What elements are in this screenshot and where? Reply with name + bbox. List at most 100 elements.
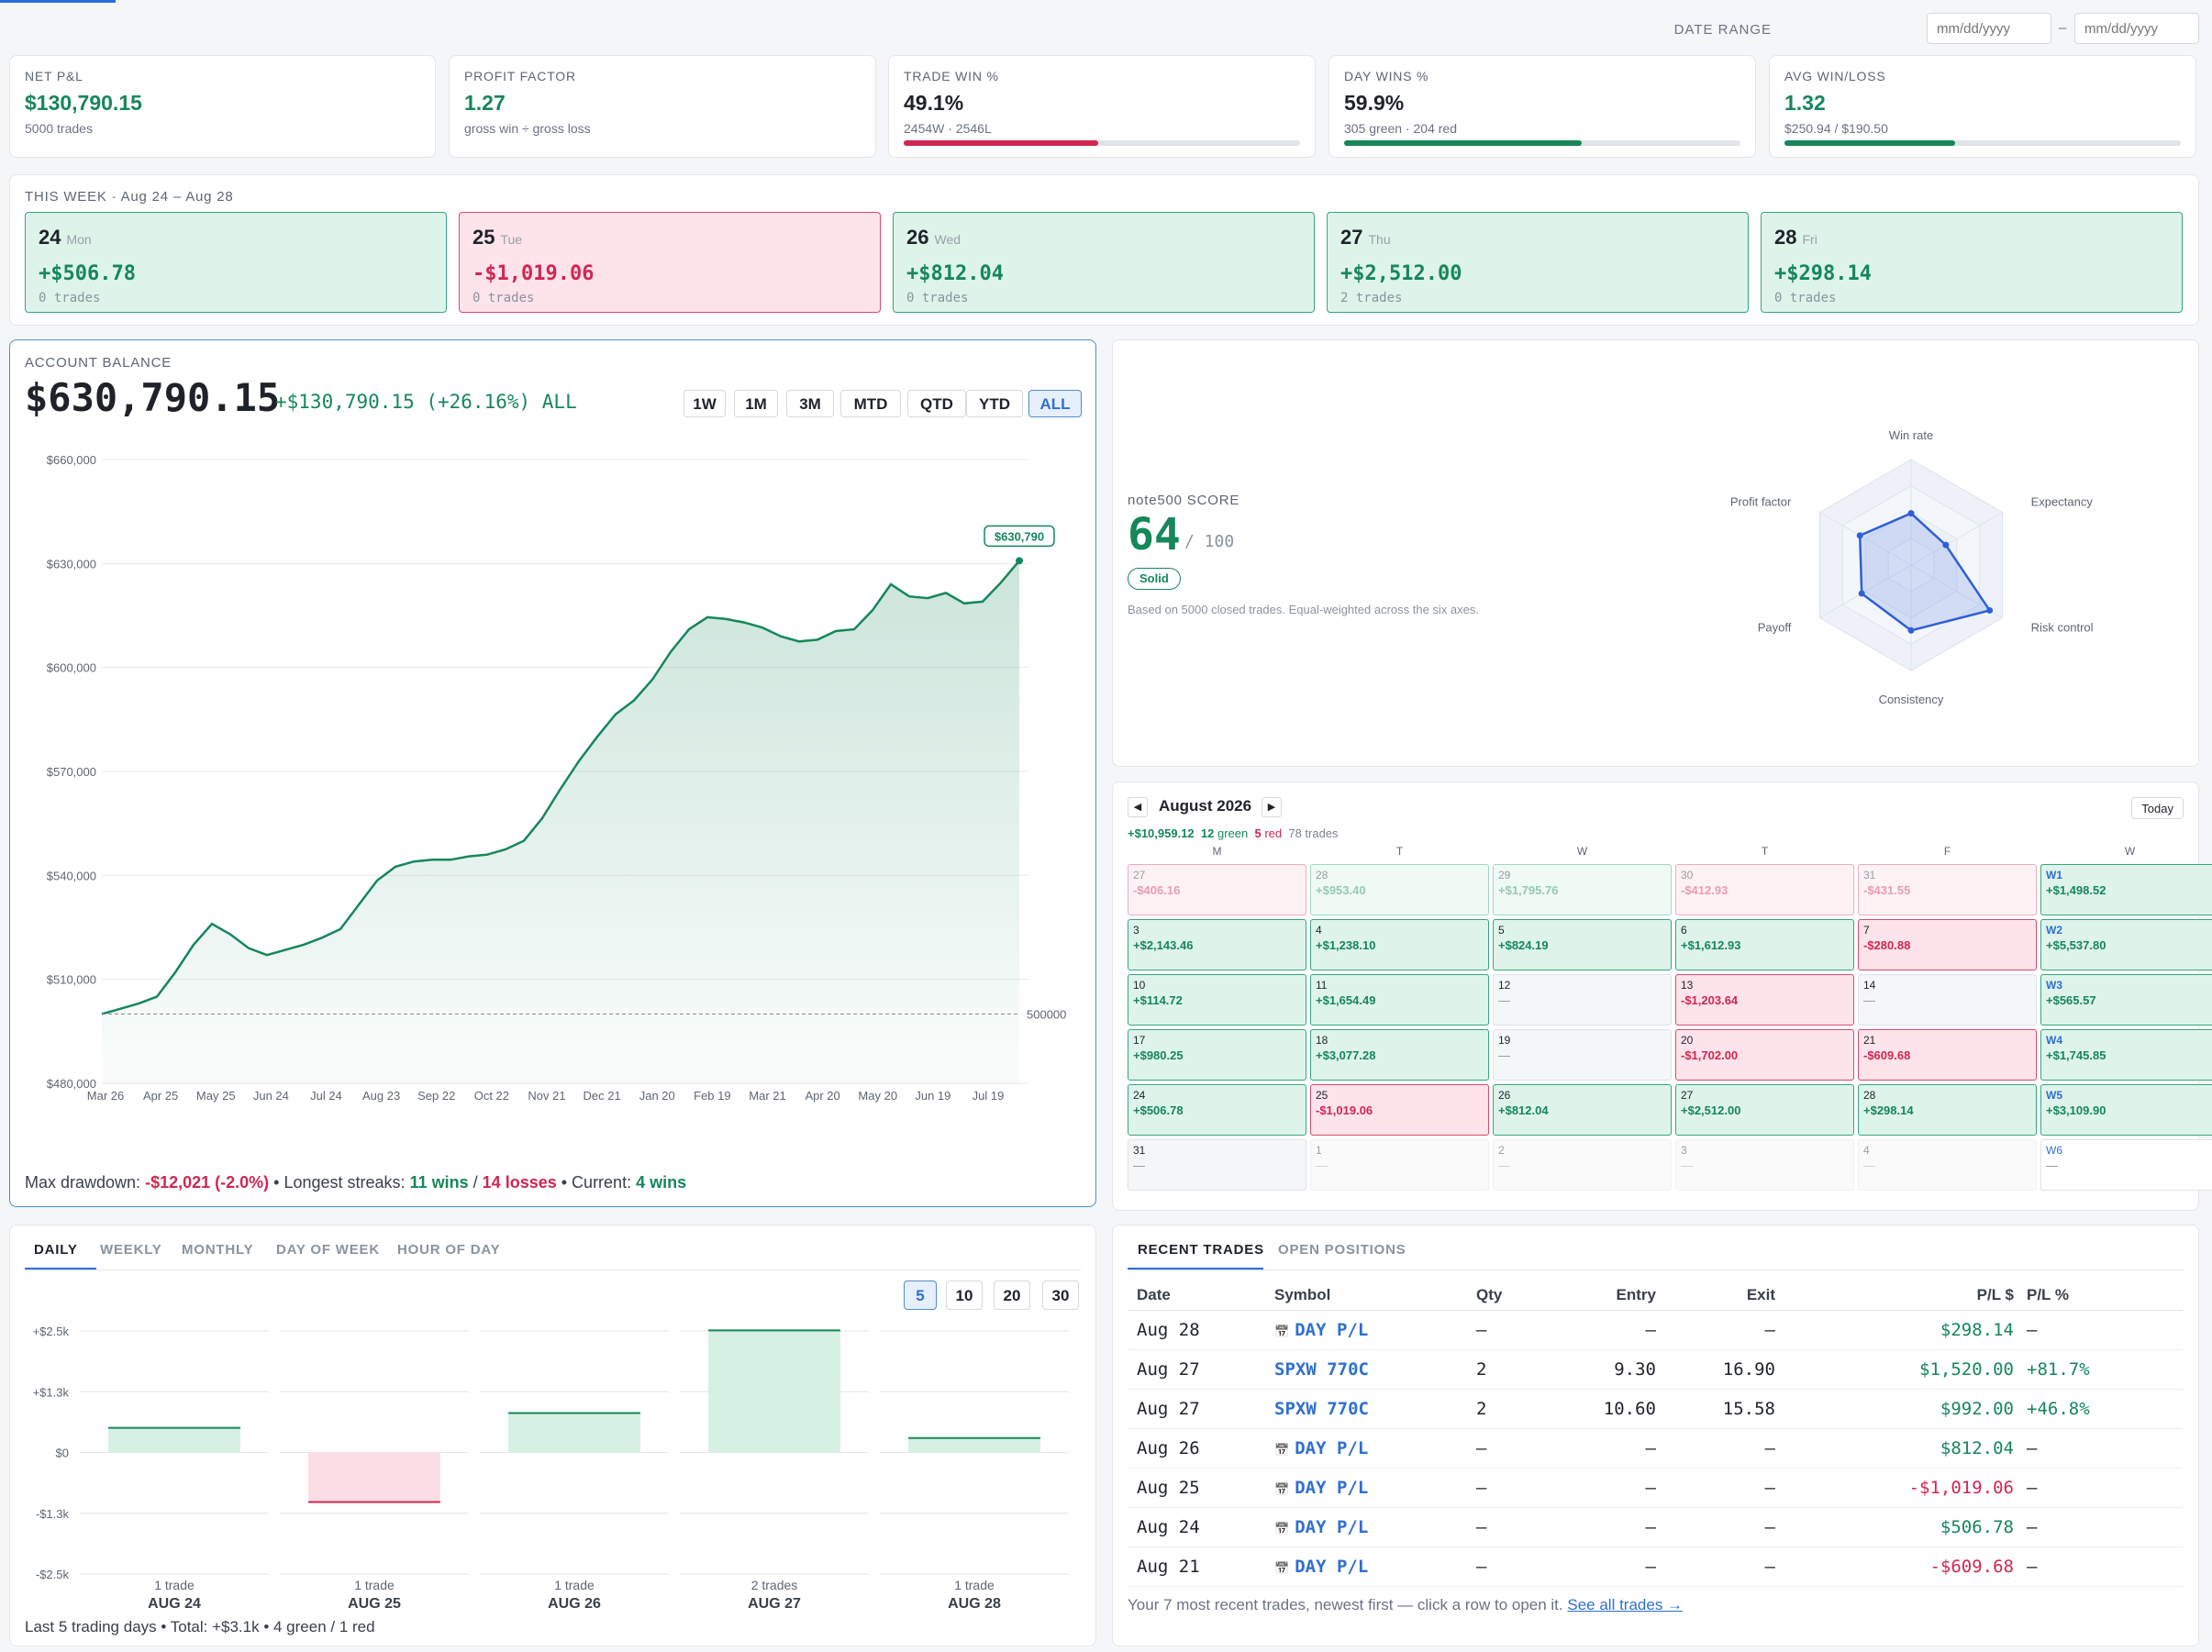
- count-20-button[interactable]: 20: [994, 1281, 1030, 1310]
- count-10-button[interactable]: 10: [946, 1281, 983, 1310]
- day-weekday: Wed: [934, 232, 961, 247]
- range-all-button[interactable]: ALL: [1028, 390, 1082, 417]
- calendar-day-cell[interactable]: 28 +$298.14: [1858, 1084, 2037, 1136]
- calendar-cell-date: 3: [1681, 1144, 1687, 1157]
- count-5-button[interactable]: 5: [904, 1281, 937, 1310]
- tab-open-positions[interactable]: OPEN POSITIONS: [1278, 1242, 1406, 1258]
- trade-row[interactable]: Aug 24 📅 DAY P/L — — — $506.78—: [1128, 1507, 2183, 1547]
- trade-row[interactable]: Aug 27 SPXW 770C 2 10.60 15.58 $992.00 +46.8%: [1128, 1389, 2183, 1429]
- calendar-week-total[interactable]: W3 +$565.57: [2040, 974, 2212, 1026]
- calendar-day-cell[interactable]: 10 +$114.72: [1128, 974, 1306, 1026]
- calendar-day-cell[interactable]: 2—: [1493, 1139, 1672, 1191]
- trade-exit: —: [1669, 1428, 1788, 1469]
- calendar-day-cell[interactable]: 12—: [1493, 974, 1672, 1026]
- calendar-week-total[interactable]: W6 —: [2040, 1139, 2212, 1191]
- range-1m-button[interactable]: 1M: [734, 390, 778, 417]
- see-all-trades-link[interactable]: See all trades →: [1567, 1596, 1684, 1613]
- date-range-start-input[interactable]: [1927, 13, 2051, 44]
- calendar-day-cell[interactable]: 7 -$280.88: [1858, 919, 2037, 970]
- calendar-day-cell[interactable]: 19—: [1493, 1029, 1672, 1081]
- calendar-day-cell[interactable]: 6 +$1,612.93: [1675, 919, 1854, 970]
- calendar-cell-value: -$431.55: [1863, 883, 1911, 897]
- calendar-cell-date: 18: [1316, 1034, 1328, 1047]
- calendar-cell-value: —: [1863, 1159, 1875, 1172]
- calendar-day-cell[interactable]: 25 -$1,019.06: [1310, 1084, 1489, 1136]
- x-tick-label: Feb 19: [694, 1089, 730, 1103]
- calendar-cell-date: 20: [1681, 1034, 1694, 1047]
- tab-active-indicator: [25, 1268, 96, 1269]
- tab-day-of-week[interactable]: DAY OF WEEK: [276, 1242, 380, 1258]
- calendar-day-cell[interactable]: 5 +$824.19: [1493, 919, 1672, 970]
- daily-pnl-bar-chart: +$2.5k +$1.3k $0 -$1.3k -$2.5k 1 trade AUG 24 1…: [33, 1325, 1069, 1612]
- tab-hour-of-day[interactable]: HOUR OF DAY: [397, 1242, 501, 1258]
- calendar-week-total[interactable]: W1 +$1,498.52: [2040, 864, 2212, 915]
- trade-row[interactable]: Aug 21 📅 DAY P/L — — — -$609.68—: [1128, 1547, 2183, 1587]
- calendar-day-cell[interactable]: 4 +$1,238.10: [1310, 919, 1489, 970]
- calendar-today-button[interactable]: Today: [2131, 797, 2184, 819]
- calendar-day-cell[interactable]: 14—: [1858, 974, 2037, 1026]
- calendar-cell-date: 21: [1863, 1034, 1876, 1047]
- calendar-day-cell[interactable]: 27 -$406.16: [1128, 864, 1306, 915]
- trade-exit: —: [1669, 1547, 1788, 1587]
- y-tick-label: $630,000: [47, 557, 96, 571]
- week-day-mon[interactable]: 24 Mon +$506.78 0 trades: [25, 212, 447, 313]
- calendar-prev-button[interactable]: ◀: [1128, 797, 1148, 817]
- kpi-label: DAY WINS %: [1344, 69, 1429, 83]
- calendar-day-cell[interactable]: 3 +$2,143.46: [1128, 919, 1306, 970]
- calendar-day-cell[interactable]: 30 -$412.93: [1675, 864, 1854, 915]
- trade-row[interactable]: Aug 27 SPXW 770C 2 9.30 16.90 $1,520.00 +81.7%: [1128, 1349, 2183, 1390]
- tab-recent-trades[interactable]: RECENT TRADES: [1138, 1242, 1264, 1258]
- bar-category-label: AUG 24: [148, 1596, 201, 1612]
- calendar-cell-value: +$953.40: [1316, 883, 1366, 897]
- calendar-day-cell[interactable]: 26 +$812.04: [1493, 1084, 1672, 1136]
- calendar-day-cell[interactable]: 31 -$431.55: [1858, 864, 2037, 915]
- week-day-tue[interactable]: 25 Tue -$1,019.06 0 trades: [459, 212, 881, 313]
- trade-entry: —: [1550, 1468, 1669, 1508]
- calendar-day-cell[interactable]: 13 -$1,203.64: [1675, 974, 1854, 1026]
- tab-monthly[interactable]: MONTHLY: [182, 1242, 254, 1258]
- range-3m-button[interactable]: 3M: [786, 390, 834, 417]
- calendar-day-cell[interactable]: 21 -$609.68: [1858, 1029, 2037, 1081]
- calendar-cell-date: 29: [1498, 869, 1511, 881]
- calendar-day-cell[interactable]: 28 +$953.40: [1310, 864, 1489, 915]
- bar-trade-count: 1 trade: [554, 1578, 595, 1592]
- range-qtd-button[interactable]: QTD: [907, 390, 966, 417]
- calendar-day-cell[interactable]: 18 +$3,077.28: [1310, 1029, 1489, 1081]
- trade-row[interactable]: Aug 28 📅 DAY P/L — — — $298.14—: [1128, 1310, 2183, 1350]
- calendar-day-cell[interactable]: 11 +$1,654.49: [1310, 974, 1489, 1026]
- calendar-week-total[interactable]: W4 +$1,745.85: [2040, 1029, 2212, 1081]
- calendar-day-cell[interactable]: 29 +$1,795.76: [1493, 864, 1672, 915]
- trade-symbol: 📅 DAY P/L: [1274, 1507, 1476, 1547]
- tab-daily[interactable]: DAILY: [34, 1242, 78, 1258]
- calendar-day-cell[interactable]: 27 +$2,512.00: [1675, 1084, 1854, 1136]
- range-ytd-button[interactable]: YTD: [966, 390, 1023, 417]
- calendar-week-total[interactable]: W5 +$3,109.90: [2040, 1084, 2212, 1136]
- calendar-day-cell[interactable]: 1—: [1310, 1139, 1489, 1191]
- week-day-wed[interactable]: 26 Wed +$812.04 0 trades: [893, 212, 1315, 313]
- range-mtd-button[interactable]: MTD: [840, 390, 901, 417]
- x-tick-label: Jul 19: [973, 1089, 1005, 1103]
- trade-pl: $1,520.00: [1788, 1349, 2027, 1390]
- count-30-button[interactable]: 30: [1042, 1281, 1079, 1310]
- calendar-day-cell[interactable]: 17 +$980.25: [1128, 1029, 1306, 1081]
- calendar-day-cell[interactable]: 3—: [1675, 1139, 1854, 1191]
- tab-weekly[interactable]: WEEKLY: [100, 1242, 162, 1258]
- date-range-end-input[interactable]: [2074, 13, 2199, 44]
- calendar-day-cell[interactable]: 20 -$1,702.00: [1675, 1029, 1854, 1081]
- calendar-day-cell[interactable]: 31 —: [1128, 1139, 1306, 1191]
- week-day-thu[interactable]: 27 Thu +$2,512.00 2 trades: [1327, 212, 1749, 313]
- calendar-cell-date: 3: [1133, 924, 1139, 937]
- calendar-cell-date: 1: [1316, 1144, 1322, 1157]
- calendar-day-cell[interactable]: 4—: [1858, 1139, 2037, 1191]
- range-1w-button[interactable]: 1W: [684, 390, 726, 417]
- calendar-next-button[interactable]: ▶: [1262, 797, 1282, 817]
- calendar-cell-date: W5: [2046, 1089, 2062, 1102]
- col-entry: Entry: [1550, 1281, 1669, 1311]
- score-label: note500 SCORE: [1128, 493, 1240, 508]
- trade-row[interactable]: Aug 26 📅 DAY P/L — — — $812.04—: [1128, 1428, 2183, 1469]
- trade-row[interactable]: Aug 25 📅 DAY P/L — — — -$1,019.06—: [1128, 1468, 2183, 1508]
- calendar-day-cell[interactable]: 24 +$506.78: [1128, 1084, 1306, 1136]
- week-day-fri[interactable]: 28 Fri +$298.14 0 trades: [1761, 212, 2183, 313]
- calendar-week-total[interactable]: W2 +$5,537.80: [2040, 919, 2212, 970]
- trade-symbol-text: SPXW 770C: [1274, 1398, 1369, 1419]
